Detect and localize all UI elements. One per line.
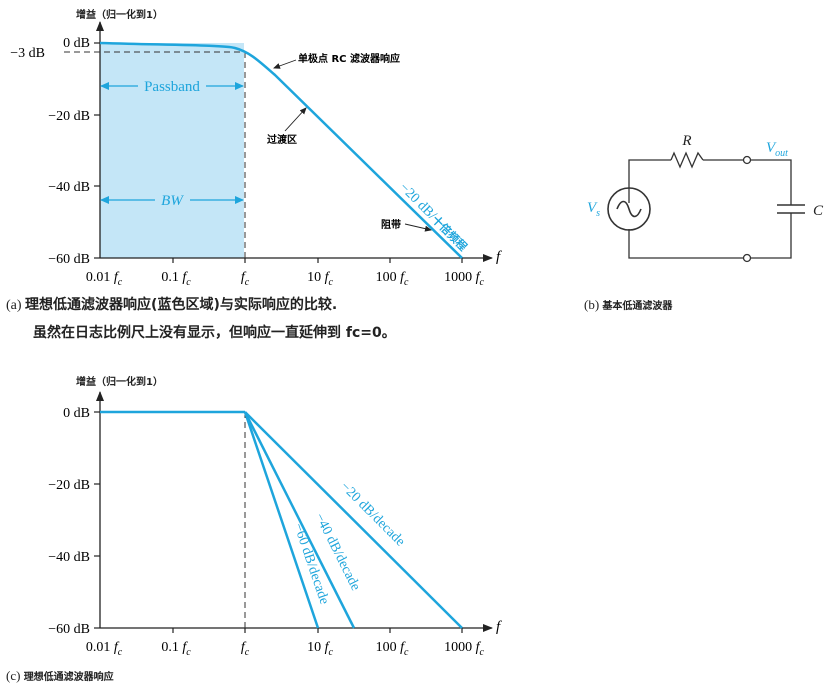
caption-a-line1: 理想低通滤波器响应(蓝色区域)与实际响应的比较. — [25, 297, 338, 313]
caption-c-prefix: (c) — [6, 668, 21, 683]
r-label: R — [681, 133, 691, 149]
panel-a-slope-label: −20 dB/十倍频程 — [396, 180, 470, 254]
y-tick-label: −40 dB — [48, 550, 90, 565]
bottom-wire — [628, 229, 744, 259]
y-tick-label: −40 dB — [48, 180, 90, 195]
panel-c-chart: 增益（归一化到1） 0 dB −20 dB −40 dB −60 dB 0.01… — [48, 375, 502, 658]
c-label: C — [813, 203, 824, 219]
x-tick-label: 10 fc — [307, 640, 333, 658]
x-tick-label-fc: fc — [241, 270, 250, 288]
x-tick-label: 1000 fc — [444, 270, 484, 288]
y-tick-label: 0 dB — [63, 406, 90, 421]
panel-a-xlabel: f — [496, 249, 502, 265]
cap-wire-bottom — [751, 213, 792, 259]
caption-b: (b) 基本低通滤波器 — [584, 297, 672, 313]
panel-a-chart: Passband BW 增益（归一化到1） 0 dB −3 dB −20 dB … — [10, 8, 502, 288]
annotation-transition-arrow — [284, 107, 307, 132]
rc-response-curve — [99, 41, 463, 259]
panel-a-ylabel: 增益（归一化到1） — [76, 8, 163, 21]
panel-b-circuit — [607, 151, 805, 263]
ac-source — [607, 187, 651, 231]
y-tick-label: −60 dB — [48, 252, 90, 267]
y-tick-label: −60 dB — [48, 622, 90, 637]
vout-label: Vout — [766, 140, 788, 159]
vout-terminal-top — [742, 155, 752, 165]
top-wire-left — [628, 159, 671, 203]
resistor — [670, 151, 704, 169]
slope-40-line — [243, 411, 356, 629]
x-tick-label: 10 fc — [307, 270, 333, 288]
x-tick-label: 100 fc — [376, 270, 409, 288]
caption-c-text: 理想低通滤波器响应 — [23, 672, 114, 683]
y-tick-label: 0 dB — [63, 36, 90, 51]
x-tick-label: 0.01 fc — [86, 640, 123, 658]
cap-wire-top — [751, 159, 792, 205]
slope-20-line — [244, 411, 463, 629]
caption-a-line2: 虽然在日志比例尺上没有显示，但响应一直延伸到 fc=0。 — [33, 325, 396, 341]
caption-b-text: 基本低通滤波器 — [602, 301, 673, 312]
passband-region — [100, 43, 244, 258]
y-tick-label: −20 dB — [48, 478, 90, 493]
caption-a-prefix: (a) — [6, 298, 22, 313]
annotation-stopband: 阻带 — [381, 218, 401, 231]
y-tick-label: −20 dB — [48, 109, 90, 124]
vs-label: Vs — [587, 200, 600, 219]
panel-c-xlabel: f — [496, 619, 502, 635]
caption-b-prefix: (b) — [584, 297, 600, 312]
annotation-response: 单极点 RC 滤波器响应 — [298, 52, 400, 65]
x-tick-label: 100 fc — [376, 640, 409, 658]
annotation-transition: 过渡区 — [267, 133, 297, 146]
annotation-response-arrow — [273, 59, 297, 69]
minus3-label: −3 dB — [10, 46, 45, 61]
caption-c: (c) 理想低通滤波器响应 — [6, 668, 114, 684]
slope-60-line — [243, 411, 320, 629]
x-tick-label: 1000 fc — [444, 640, 484, 658]
vout-terminal-bottom — [742, 253, 752, 263]
x-tick-label: 0.1 fc — [161, 640, 191, 658]
bw-label: BW — [161, 193, 184, 209]
x-tick-label: 0.1 fc — [161, 270, 191, 288]
passband-label: Passband — [144, 79, 200, 95]
x-tick-label: 0.01 fc — [86, 270, 123, 288]
panel-c-ylabel: 增益（归一化到1） — [76, 375, 163, 388]
x-tick-label-fc: fc — [241, 640, 250, 658]
sine-wave-icon — [616, 200, 642, 218]
annotation-stopband-arrow — [404, 223, 432, 232]
caption-a: (a) 理想低通滤波器响应(蓝色区域)与实际响应的比较. 虽然在日志比例尺上没有… — [6, 294, 396, 345]
